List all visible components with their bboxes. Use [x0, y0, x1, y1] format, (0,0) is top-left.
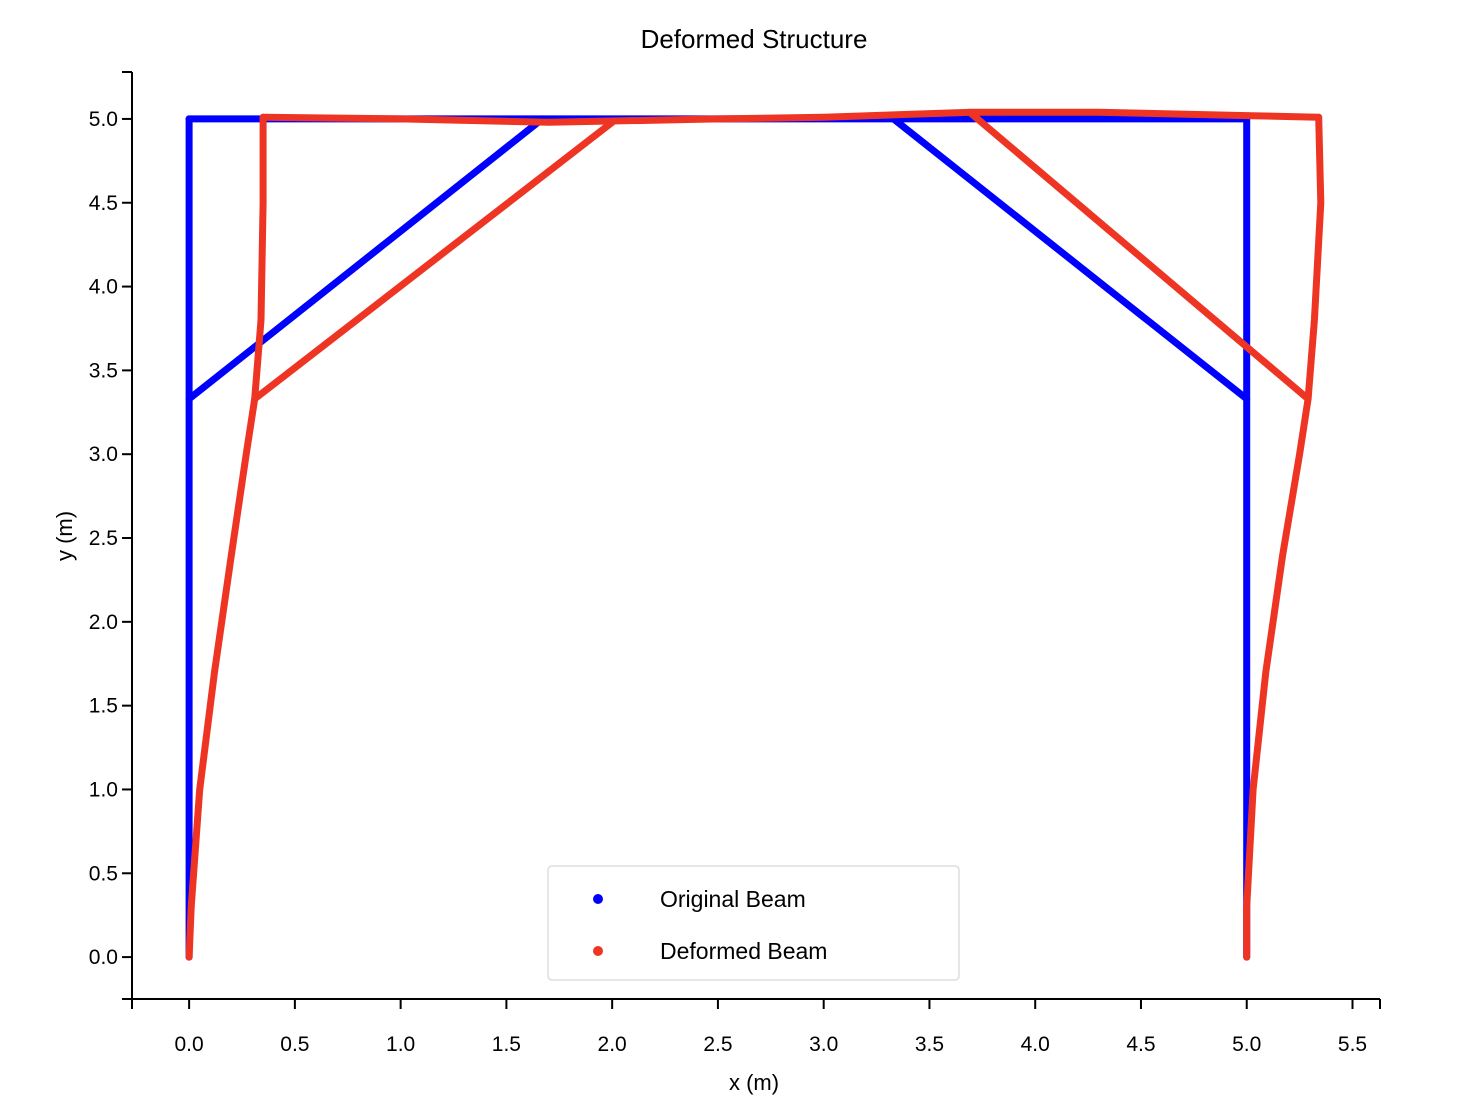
- x-tick-label: 3.0: [809, 1033, 838, 1056]
- deformed-beam-segment: [1243, 113, 1325, 961]
- y-tick-label: 4.5: [89, 192, 118, 215]
- y-tick-label: 0.0: [89, 946, 118, 969]
- legend-marker-original: [593, 894, 603, 904]
- y-tick-label: 4.0: [89, 276, 118, 299]
- x-axis-ticks: 0.0 0.5 1.0 1.5 2.0 2.5 3.0 3.5 4.0 4.5 5.0 5.5: [131, 999, 1381, 1056]
- y-tick-label: 1.0: [89, 778, 118, 801]
- deformed-beam-segment: [966, 108, 1312, 403]
- legend-label-original: Original Beam: [660, 886, 806, 912]
- x-tick-label: 2.0: [598, 1033, 627, 1056]
- x-tick-label: 4.5: [1126, 1033, 1155, 1056]
- deformed-beam-segment: [251, 118, 616, 403]
- legend: Original Beam Deformed Beam: [547, 865, 960, 981]
- y-tick-label: 0.5: [89, 862, 118, 885]
- chart-title: Deformed Structure: [641, 24, 868, 54]
- y-tick-label: 5.0: [89, 108, 118, 131]
- x-tick-label: 1.0: [386, 1033, 415, 1056]
- original-beam-segment: [185, 115, 546, 403]
- legend-label-deformed: Deformed Beam: [660, 938, 827, 964]
- original-beam-segment: [890, 115, 1251, 403]
- deformed-beam-segment: [185, 113, 267, 961]
- y-tick-label: 2.5: [89, 527, 118, 550]
- y-axis-ticks: 0.0 0.5 1.0 1.5 2.0 2.5 3.0 3.5 4.0 4.5 5.0: [89, 71, 132, 1000]
- x-tick-label: 0.5: [280, 1033, 309, 1056]
- x-tick-label: 1.5: [492, 1033, 521, 1056]
- y-tick-label: 3.5: [89, 359, 118, 382]
- x-tick-label: 5.5: [1338, 1033, 1367, 1056]
- x-tick-label: 5.0: [1232, 1033, 1261, 1056]
- series-original-beam: [185, 115, 1251, 961]
- legend-box: [547, 865, 960, 981]
- y-tick-label: 1.5: [89, 695, 118, 718]
- y-tick-label: 3.0: [89, 443, 118, 466]
- x-axis-label: x (m): [729, 1070, 779, 1095]
- y-axis-label: y (m): [52, 511, 77, 561]
- deformed-beam-segment: [259, 108, 1323, 126]
- x-tick-label: 3.5: [915, 1033, 944, 1056]
- x-tick-label: 0.0: [175, 1033, 204, 1056]
- legend-marker-deformed: [593, 946, 603, 956]
- y-tick-label: 2.0: [89, 611, 118, 634]
- series-deformed-beam: [185, 108, 1325, 961]
- plot-area: [185, 108, 1325, 961]
- x-tick-label: 2.5: [703, 1033, 732, 1056]
- x-tick-label: 4.0: [1021, 1033, 1050, 1056]
